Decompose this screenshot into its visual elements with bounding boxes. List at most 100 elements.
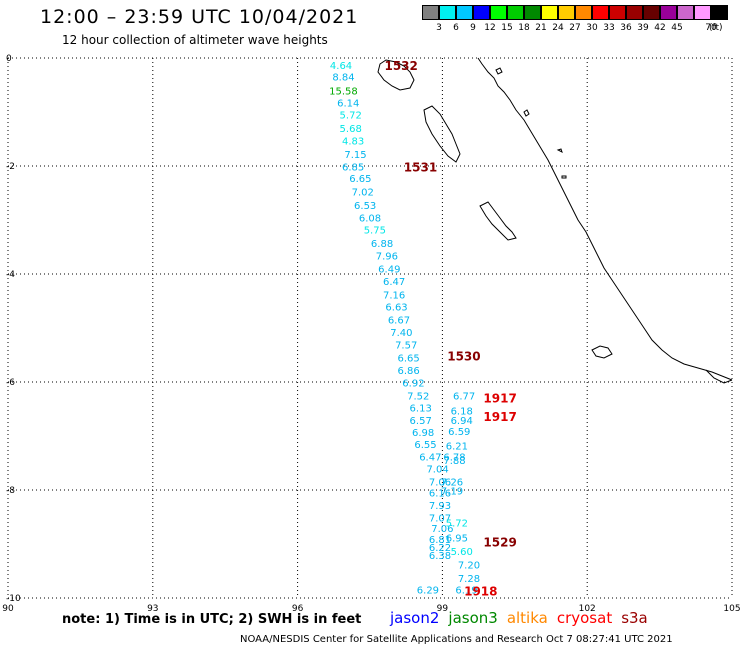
lat-lon-grid — [7, 57, 733, 599]
pass-time-label: 1530 — [447, 349, 480, 363]
wave-height-value: 7.40 — [390, 328, 412, 339]
wave-height-value: 6.55 — [414, 440, 436, 451]
coastline-segment — [523, 109, 530, 117]
wave-height-value: 7.52 — [407, 391, 429, 402]
wave-height-value: 6.59 — [448, 427, 470, 438]
legend-cryosat: cryosat — [556, 609, 613, 627]
wave-height-value: 7.02 — [352, 188, 374, 199]
scale-unit: (ft) — [709, 23, 723, 33]
wave-height-value: 6.98 — [412, 428, 434, 439]
wave-height-value: 6.63 — [385, 303, 407, 314]
wave-height-value: 6.85 — [342, 162, 364, 173]
lon-tick-label: 96 — [292, 604, 304, 614]
scale-label: 42 — [654, 23, 666, 33]
wave-height-labels: 4.648.8415.586.145.725.684.837.156.856.6… — [329, 61, 480, 597]
legend-jason3: jason3 — [448, 609, 498, 627]
scale-swatch — [524, 5, 541, 20]
coastline-segment — [477, 57, 733, 381]
scale-swatch — [609, 5, 626, 20]
coastline-segment — [705, 369, 733, 384]
wave-height-value: 6.14 — [337, 99, 359, 110]
coastline — [377, 57, 733, 384]
legend-s3a: s3a — [621, 609, 648, 627]
wave-height-value: 5.72 — [340, 110, 362, 121]
wave-height-value: 4.83 — [342, 136, 364, 147]
wave-height-value: 6.22 — [429, 543, 451, 554]
scale-label: 9 — [470, 23, 476, 33]
wave-height-value: 6.29 — [417, 586, 439, 597]
scale-label: 18 — [518, 23, 530, 33]
wave-height-value: 5.60 — [451, 547, 473, 558]
wave-height-value: 6.47 — [419, 452, 441, 463]
scale-swatch — [422, 5, 439, 20]
wave-height-value: 7.26 — [441, 478, 463, 489]
wave-height-value: 6.67 — [388, 316, 410, 327]
lat-tick-label: -6 — [6, 378, 15, 388]
wave-height-value: 6.78 — [443, 452, 465, 463]
coastline-segment — [561, 175, 567, 179]
scale-swatch — [592, 5, 609, 20]
lon-tick-label: 99 — [437, 604, 449, 614]
lat-tick-label: -2 — [6, 162, 15, 172]
credit-footer: NOAA/NESDIS Center for Satellite Applica… — [240, 634, 673, 645]
wave-height-value: 7.93 — [429, 501, 451, 512]
wave-height-value: 6.65 — [397, 353, 419, 364]
wave-height-value: 7.15 — [344, 150, 366, 161]
wave-height-value: 6.94 — [451, 416, 473, 427]
scale-label: 21 — [535, 23, 547, 33]
wave-height-value: 7.19 — [441, 486, 463, 497]
scale-swatch — [711, 5, 728, 20]
wave-height-value: 6.08 — [359, 214, 381, 225]
wave-height-value: 6.18 — [451, 406, 473, 417]
wave-height-value: 7.28 — [458, 574, 480, 585]
scale-label: 6 — [453, 23, 459, 33]
wave-height-value: 6.81 — [429, 535, 451, 546]
wave-height-value: 7.20 — [458, 560, 480, 571]
scale-swatch — [490, 5, 507, 20]
lon-tick-label: 102 — [579, 604, 596, 614]
scale-label: 30 — [586, 23, 598, 33]
wave-height-value: 7.88 — [443, 456, 465, 467]
pass-time-labels: 1532 1531 1530 1917 1917 1529 1918 — [384, 59, 516, 598]
wave-height-value: 6.86 — [397, 366, 419, 377]
wave-height-value: 6.38 — [429, 551, 451, 562]
scale-swatch — [456, 5, 473, 20]
pass-time-label: 1918 — [464, 584, 497, 598]
legend-altika: altika — [506, 609, 548, 627]
scale-swatch — [575, 5, 592, 20]
wave-height-value: 5.72 — [446, 519, 468, 530]
wave-height-value: 6.95 — [446, 533, 468, 544]
scale-swatch — [541, 5, 558, 20]
scale-swatch — [677, 5, 694, 20]
lat-tick-label: -4 — [6, 270, 15, 280]
lat-tick-label: -10 — [6, 594, 21, 604]
wave-height-value: 5.68 — [340, 124, 362, 135]
scale-label: 15 — [501, 23, 513, 33]
scale-swatch — [507, 5, 524, 20]
wave-height-value: 7.04 — [426, 465, 448, 476]
lon-tick-label: 105 — [723, 604, 740, 614]
footnote: note: 1) Time is in UTC; 2) SWH is in fe… — [62, 612, 362, 627]
wave-height-value: 6.47 — [383, 277, 405, 288]
scale-label: 39 — [637, 23, 649, 33]
scale-swatch — [439, 5, 456, 20]
wave-height-value: 8.84 — [332, 73, 354, 84]
pass-time-label: 1529 — [483, 536, 516, 550]
pass-time-label: 1917 — [483, 410, 516, 424]
scale-swatch — [694, 5, 711, 20]
satellite-legend: jason2 jason3 altika cryosat s3a — [390, 609, 657, 627]
scale-label: 70 — [705, 23, 717, 33]
scale-swatch — [626, 5, 643, 20]
wave-height-value: 6.21 — [446, 442, 468, 453]
scale-label: 24 — [552, 23, 564, 33]
coastline-segment — [495, 67, 503, 75]
wave-height-value: 5.75 — [364, 226, 386, 237]
pass-time-label: 1531 — [404, 160, 437, 174]
scale-label: 3 — [436, 23, 442, 33]
page-title: 12:00 – 23:59 UTC 10/04/2021 — [40, 6, 359, 28]
scale-label: 12 — [484, 23, 496, 33]
lon-tick-label: 93 — [147, 604, 158, 614]
wave-height-value: 7.06 — [431, 524, 453, 535]
lat-tick-label: -8 — [6, 486, 15, 496]
